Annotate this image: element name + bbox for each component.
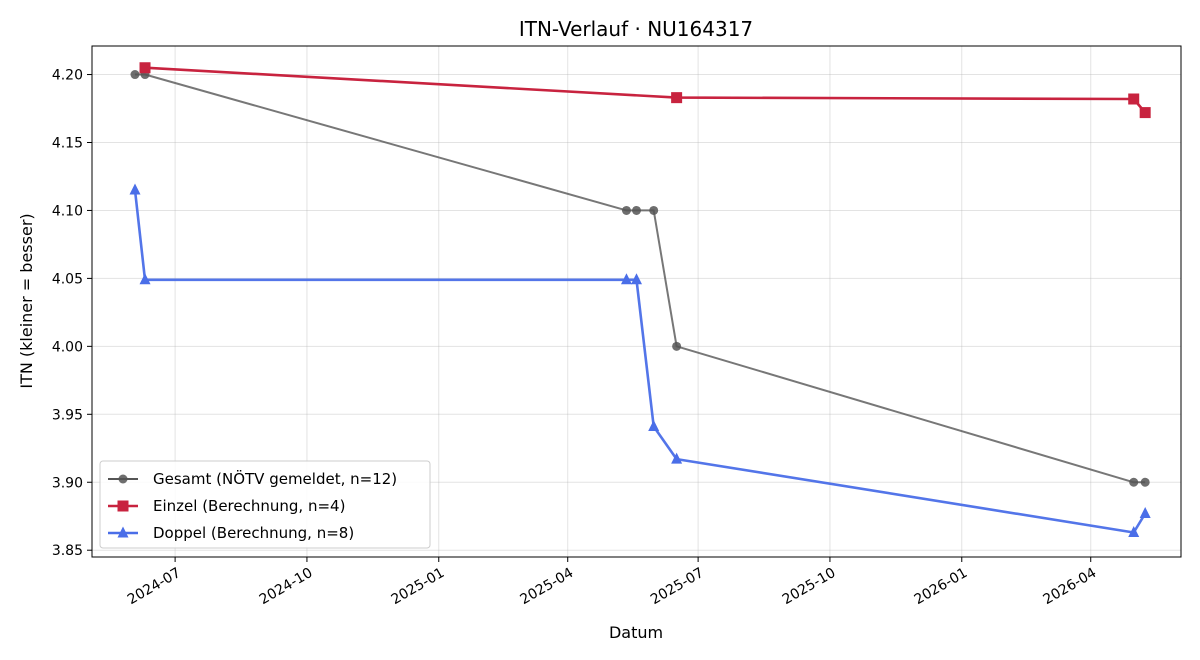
point-marker (139, 62, 151, 74)
y-axis-label: ITN (kleiner = besser) (17, 213, 36, 388)
x-axis-label: Datum (609, 623, 663, 642)
point-marker (1139, 107, 1151, 119)
y-tick-label: 3.95 (52, 407, 83, 423)
legend-label: Gesamt (NÖTV gemeldet, n=12) (153, 469, 397, 488)
x-axis: 2024-07 2024-10 2025-01 2025-04 2025-07 2025-… (125, 557, 1099, 608)
point-marker (649, 205, 659, 215)
series-layer (129, 62, 1151, 538)
point-marker (671, 452, 683, 464)
series-circle (130, 70, 1150, 487)
y-axis: 3.85 3.90 3.95 4.00 4.05 4.10 4.15 4.20 (52, 68, 92, 559)
point-marker (117, 526, 129, 538)
point-marker (631, 273, 642, 285)
point-marker (1139, 507, 1151, 519)
x-tick-label: 2024-10 (257, 565, 316, 608)
y-tick-label: 3.90 (52, 475, 83, 491)
x-tick-label: 2025-07 (648, 565, 707, 608)
point-marker (1140, 477, 1150, 487)
legend-box (99, 460, 431, 549)
series-line (133, 189, 1147, 534)
legend-item: Gesamt (NÖTV gemeldet, n=12) (108, 469, 397, 488)
point-marker (672, 341, 682, 351)
point-marker (632, 205, 641, 215)
chart-title: ITN-Verlauf · NU164317 (519, 17, 753, 41)
point-marker (620, 273, 632, 285)
x-tick-label: 2025-01 (389, 565, 448, 608)
point-marker (130, 70, 140, 80)
point-marker (1128, 93, 1140, 105)
point-marker (118, 474, 128, 484)
y-tick-label: 4.20 (52, 68, 83, 84)
series-line (135, 73, 1146, 484)
legend-item: Einzel (Berechnung, n=4) (108, 497, 345, 515)
x-tick-label: 2026-01 (912, 565, 971, 608)
point-marker (648, 420, 660, 432)
point-marker (1128, 526, 1140, 538)
point-marker (671, 92, 683, 104)
legend-label: Einzel (Berechnung, n=4) (153, 497, 345, 515)
plot-frame (91, 45, 1182, 558)
x-tick-label: 2024-07 (125, 565, 184, 608)
point-marker (139, 273, 151, 285)
point-marker (117, 500, 129, 512)
y-tick-label: 4.05 (52, 271, 83, 287)
y-tick-label: 3.85 (52, 543, 83, 559)
legend-item: Doppel (Berechnung, n=8) (108, 524, 354, 542)
point-marker (621, 205, 631, 215)
series-line (144, 66, 1147, 114)
x-tick-label: 2025-04 (518, 565, 577, 608)
y-tick-label: 4.00 (52, 339, 83, 355)
series-square (139, 62, 1151, 119)
y-tick-label: 4.15 (52, 135, 83, 151)
x-tick-label: 2025-10 (780, 565, 839, 608)
legend-label: Doppel (Berechnung, n=8) (153, 524, 354, 542)
x-tick-label: 2026-04 (1041, 565, 1100, 608)
y-tick-label: 4.10 (52, 203, 83, 219)
point-marker (129, 183, 141, 195)
series-triangle (129, 183, 1151, 538)
point-marker (1129, 477, 1139, 487)
legend: Gesamt (NÖTV gemeldet, n=12) Einzel (Bere… (99, 460, 431, 549)
